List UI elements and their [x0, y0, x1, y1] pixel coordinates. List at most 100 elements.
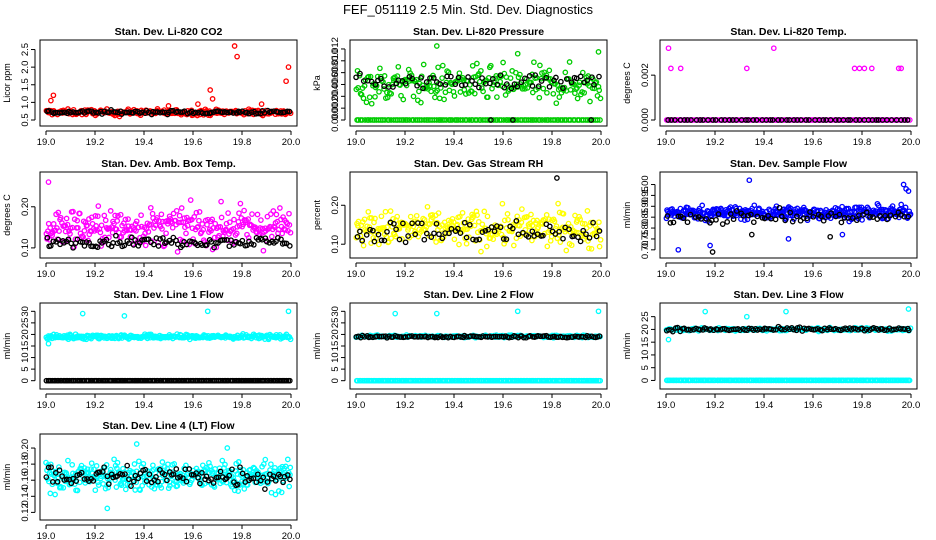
data-point — [483, 243, 490, 250]
data-point — [410, 223, 417, 230]
data-point — [122, 486, 129, 493]
chart-panel: Stan. Dev. Amb. Box Temp. degrees C 19.0 19… — [2, 158, 300, 280]
data-point — [211, 244, 217, 251]
data-point — [250, 475, 257, 482]
data-point — [745, 212, 751, 219]
data-point — [451, 93, 458, 99]
data-point — [373, 377, 379, 384]
data-point — [853, 217, 860, 224]
data-point — [568, 79, 575, 86]
data-point — [252, 224, 258, 231]
data-point — [479, 221, 486, 228]
data-point — [586, 245, 592, 252]
y-axis-label: ml/min — [312, 333, 322, 360]
data-point — [895, 65, 902, 72]
x-tick-label: 19.4 — [445, 400, 464, 411]
x-tick-label: 19.0 — [37, 269, 56, 280]
data-point — [133, 441, 140, 447]
data-point — [281, 109, 288, 116]
data-point — [265, 377, 272, 384]
data-point — [166, 213, 173, 220]
data-point — [554, 82, 561, 88]
data-point — [557, 239, 564, 245]
data-point — [707, 326, 714, 332]
data-point — [81, 227, 88, 234]
data-point — [770, 45, 777, 52]
data-point — [515, 377, 522, 384]
data-point — [532, 72, 539, 78]
x-tick-label: 19.0 — [37, 137, 56, 148]
data-point — [418, 74, 424, 81]
data-point — [787, 209, 794, 216]
page-title: FEF_051119 2.5 Min. Std. Dev. Diagnostic… — [342, 2, 593, 17]
data-point — [470, 213, 477, 219]
y-tick-label: 2.5 — [20, 43, 31, 56]
data-point — [428, 234, 435, 240]
data-point — [173, 207, 180, 214]
data-point — [393, 377, 399, 384]
data-point — [474, 60, 480, 67]
data-point — [474, 212, 480, 218]
plot-frame — [39, 302, 298, 390]
data-point — [519, 206, 525, 212]
data-point — [672, 117, 678, 123]
data-point — [212, 220, 219, 227]
data-point — [892, 213, 899, 220]
data-point — [124, 462, 131, 469]
data-point — [234, 471, 241, 477]
data-point — [841, 215, 848, 221]
data-point — [76, 210, 83, 217]
y-tick-label: 30 — [20, 306, 31, 317]
data-point — [597, 236, 604, 243]
data-point — [867, 213, 873, 220]
data-point — [107, 208, 114, 214]
data-point — [262, 377, 269, 384]
y-tick-label: 25 — [20, 318, 31, 329]
data-point — [418, 99, 424, 106]
data-point — [263, 238, 270, 245]
data-point — [591, 81, 597, 88]
data-point — [143, 478, 150, 484]
data-point — [469, 78, 475, 84]
data-point — [272, 477, 279, 484]
x-tick-label: 19.2 — [396, 400, 415, 411]
data-point — [367, 226, 373, 233]
data-point — [436, 95, 443, 102]
data-point — [196, 217, 202, 224]
data-point — [420, 85, 426, 92]
data-point — [261, 333, 268, 340]
data-point — [906, 117, 913, 123]
data-point — [490, 236, 497, 243]
data-point — [48, 97, 54, 104]
data-point — [497, 78, 504, 85]
data-point — [178, 205, 185, 211]
data-point — [514, 50, 521, 57]
data-point — [560, 210, 567, 217]
data-point — [727, 211, 734, 217]
plot-frame — [659, 302, 918, 390]
data-point — [769, 117, 776, 123]
y-tick-label: 0.16 — [20, 471, 31, 490]
data-point — [455, 74, 462, 81]
data-point — [484, 94, 491, 101]
data-point — [789, 218, 796, 225]
data-point — [448, 73, 454, 80]
data-point — [420, 61, 427, 68]
data-point — [455, 225, 461, 232]
plot-title: Stan. Dev. Li-820 Temp. — [730, 26, 846, 38]
y-tick-label: 30 — [330, 306, 341, 317]
data-point — [97, 229, 104, 236]
data-point — [368, 100, 375, 107]
data-point — [86, 377, 92, 384]
data-point — [271, 377, 278, 384]
data-point — [430, 75, 437, 81]
data-point — [400, 220, 406, 227]
data-point — [94, 244, 101, 251]
data-point — [381, 73, 388, 79]
data-point — [286, 377, 293, 384]
data-point — [707, 242, 713, 249]
data-point — [218, 214, 225, 221]
data-point — [60, 484, 67, 491]
data-point — [490, 117, 497, 123]
data-point — [245, 216, 252, 222]
